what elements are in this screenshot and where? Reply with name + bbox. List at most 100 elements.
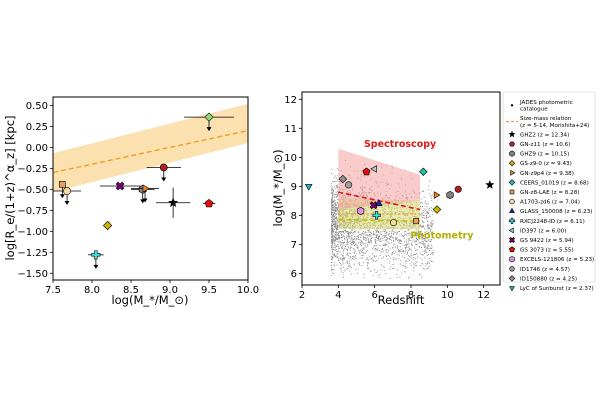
- right-point-ghz9: [446, 190, 454, 200]
- legend-entry-ghz9-z-10-15-marker: [509, 150, 515, 157]
- legend-entry-id150880-z-4-25-marker: [508, 275, 516, 282]
- left-y-ticks: 0.50 0.25 0.00 −0.25 −0.50 −0.75 −1.00 −1.25 −1.…: [17, 101, 53, 280]
- left-relation-band: [53, 103, 248, 192]
- legend-entry-id397-z-6-00: ID397 (z = 6.00): [508, 227, 566, 234]
- legend-entry-glass-150008-z-6-23-label: GLASS_150008 (z = 6.23): [520, 209, 592, 215]
- legend-entry-size-mass-relation-z-5-14-morishita-24-label: (z = 5-14, Morishita+24): [520, 123, 589, 129]
- right-point-ceers-01019: [419, 167, 428, 177]
- right-x-tick-label: 6: [371, 290, 377, 301]
- left-y-tick-label: −1.50: [17, 269, 48, 280]
- left-y-tick-label: −0.25: [17, 164, 48, 175]
- left-points: [53, 112, 234, 269]
- left-point-gs-z9-0: [102, 220, 113, 231]
- right-point-gs-9422: [369, 201, 378, 210]
- left-point-gn-z8-lae: [59, 181, 66, 188]
- left-point-gn-z8-lae-upper-limit-arrow: [59, 194, 65, 199]
- left-x-tick-label: 9.5: [201, 285, 217, 296]
- right-y-axis-label: log(M_*/M_⊙): [271, 149, 285, 226]
- legend-entry-gs-9422-z-5-94-label: GS 9422 (z = 5.94): [520, 238, 574, 244]
- left-point-ceers-01019-group: [184, 112, 234, 132]
- right-x-tick-label: 8: [408, 290, 414, 301]
- legend-entry-id397-z-6-00-label: ID397 (z = 6.00): [520, 228, 566, 234]
- left-point-gs-9422-group: [99, 181, 141, 191]
- legend-entry-a1703-zd6-z-7-04-marker: [509, 198, 515, 205]
- legend-entry-gs-3073-z-5-55: GS 3073 (z = 5.55): [508, 246, 574, 254]
- left-y-tick-label: 0.25: [26, 122, 48, 133]
- left-point-gs-z9-0-group: [102, 220, 113, 231]
- photometry-median-line: [338, 218, 421, 222]
- left-point-rxcj2248-id: [91, 250, 101, 260]
- legend-entry-gn-z8-lae-z-8-28-label: GN-z8-LAE (z = 8.28): [520, 190, 579, 196]
- right-point-gs-3073: [362, 167, 371, 176]
- right-y-tick-label: 11: [284, 124, 297, 135]
- right-x-tick-label: 10: [441, 290, 454, 301]
- right-y-tick-label: 12: [284, 95, 297, 106]
- legend-entry-size-mass-relation-z-5-14-morishita-24-label: Size-mass relation: [520, 116, 572, 122]
- right-point-a1703-zd6: [390, 219, 398, 227]
- right-y-ticks: 6 7 8 9 10 11 12: [284, 95, 302, 280]
- legend-entry-gn-z9p4-z-9-38-label: GN-z9p4 (z = 9.38): [520, 171, 574, 177]
- right-point-excels-121806: [357, 206, 365, 216]
- legend-box: [502, 91, 596, 283]
- right-points: [304, 165, 495, 227]
- right-plot-frame: [301, 91, 501, 286]
- left-x-axis-label: log(M_*/M_⊙): [111, 293, 188, 307]
- legend-entry-id150880-z-4-25-label: ID150880 (z = 4.25): [520, 276, 577, 282]
- legend-entry-ceers-01019-z-8-68: CEERS_01019 (z = 8.68): [508, 179, 589, 186]
- legend-entry-rxcj2248-id-z-6-11: RXCJ2248-ID (z = 6.11): [508, 217, 585, 225]
- right-panel: Spectroscopy Photometry 2 4 6 8 10 12 6 7 8 9 10 11…: [271, 91, 501, 307]
- left-point-ghz2: [167, 197, 179, 208]
- legend-entry-jades-photometric-catalogue-label: JADES photometric: [519, 100, 573, 106]
- legend-entry-jades-photometric-catalogue-marker: [510, 104, 514, 107]
- legend-entry-id150880-z-4-25: ID150880 (z = 4.25): [508, 275, 577, 282]
- right-y-tick-label: 6: [291, 269, 297, 280]
- legend-entry-ghz9-z-10-15-label: GHZ9 (z = 10.15): [520, 152, 569, 158]
- legend-entry-gs-z9-0-z-9-43-marker: [508, 159, 516, 167]
- right-y-tick-label: 10: [284, 153, 297, 164]
- left-x-tick-label: 8.5: [123, 285, 139, 296]
- legend-entry-a1703-zd6-z-7-04: A1703-zd6 (z = 7.04): [509, 198, 580, 206]
- right-x-tick-label: 4: [335, 290, 341, 301]
- left-relation-line: [52, 129, 249, 174]
- legend-entry-id1746-z-4-57-label: ID1746 (z = 4.57): [520, 267, 570, 273]
- right-x-ticks: 2 4 6 8 10 12: [299, 285, 490, 301]
- right-x-tick-label: 2: [299, 290, 305, 301]
- right-point-ghz2: [485, 179, 495, 189]
- legend-entry-gn-z11-z-10-6-marker: [509, 141, 515, 147]
- right-annotations: Spectroscopy Photometry: [364, 139, 474, 241]
- legend-entry-glass-150008-z-6-23: GLASS_150008 (z = 6.23): [509, 207, 592, 215]
- annotation-spectroscopy: Spectroscopy: [364, 139, 437, 150]
- legend-entry-excels-121806-z-5-23-marker: [509, 256, 515, 263]
- left-x-tick-label: 7.5: [45, 285, 61, 296]
- left-point-rxcj2248-id-upper-limit-arrow: [93, 264, 99, 269]
- legend-entry-ceers-01019-z-8-68-marker: [508, 179, 516, 186]
- spectroscopy-band: [338, 148, 421, 210]
- legend-entry-rxcj2248-id-z-6-11-label: RXCJ2248-ID (z = 6.11): [520, 219, 585, 225]
- left-point-gn-z11: [159, 163, 168, 172]
- right-x-tick-label: 12: [477, 290, 490, 301]
- legend-entry-gs-3073-z-5-55-label: GS 3073 (z = 5.55): [520, 248, 574, 254]
- left-point-ceers-01019: [204, 112, 214, 122]
- right-point-rxcj2248-id: [372, 211, 381, 220]
- left-point-gn-z11-group: [146, 163, 181, 182]
- legend-entry-gs-z9-0-z-9-43-label: GS-z9-0 (z = 9.43): [520, 161, 572, 167]
- left-y-tick-label: −1.25: [17, 248, 48, 259]
- right-point-gn-z8-lae: [413, 218, 420, 225]
- left-x-tick-label: 8.0: [84, 285, 100, 296]
- legend-entry-lyc-of-sunburst-z-2-37-marker: [509, 286, 515, 292]
- legend-entry-gs-3073-z-5-55-marker: [508, 246, 516, 253]
- legend-entry-gn-z11-z-10-6-label: GN-z11 (z = 10.6): [520, 142, 570, 148]
- right-point-id397: [370, 165, 377, 173]
- annotation-photometry: Photometry: [410, 231, 474, 242]
- right-point-id1746: [345, 181, 353, 189]
- left-y-tick-label: 0.50: [26, 101, 48, 112]
- right-point-lyc-of-sunburst: [304, 184, 313, 191]
- legend-entry-lyc-of-sunburst-z-2-37: LyC of Sunburst (z = 2.37): [509, 286, 594, 292]
- legend-entry-id1746-z-4-57: ID1746 (z = 4.57): [509, 266, 570, 273]
- left-point-gs-9422: [115, 181, 125, 191]
- left-y-axis-label: log[R_e/(1+z)^α_z] [kpc]: [3, 115, 17, 260]
- legend-entry-glass-150008-z-6-23-marker: [509, 207, 515, 213]
- right-y-tick-label: 8: [291, 211, 297, 222]
